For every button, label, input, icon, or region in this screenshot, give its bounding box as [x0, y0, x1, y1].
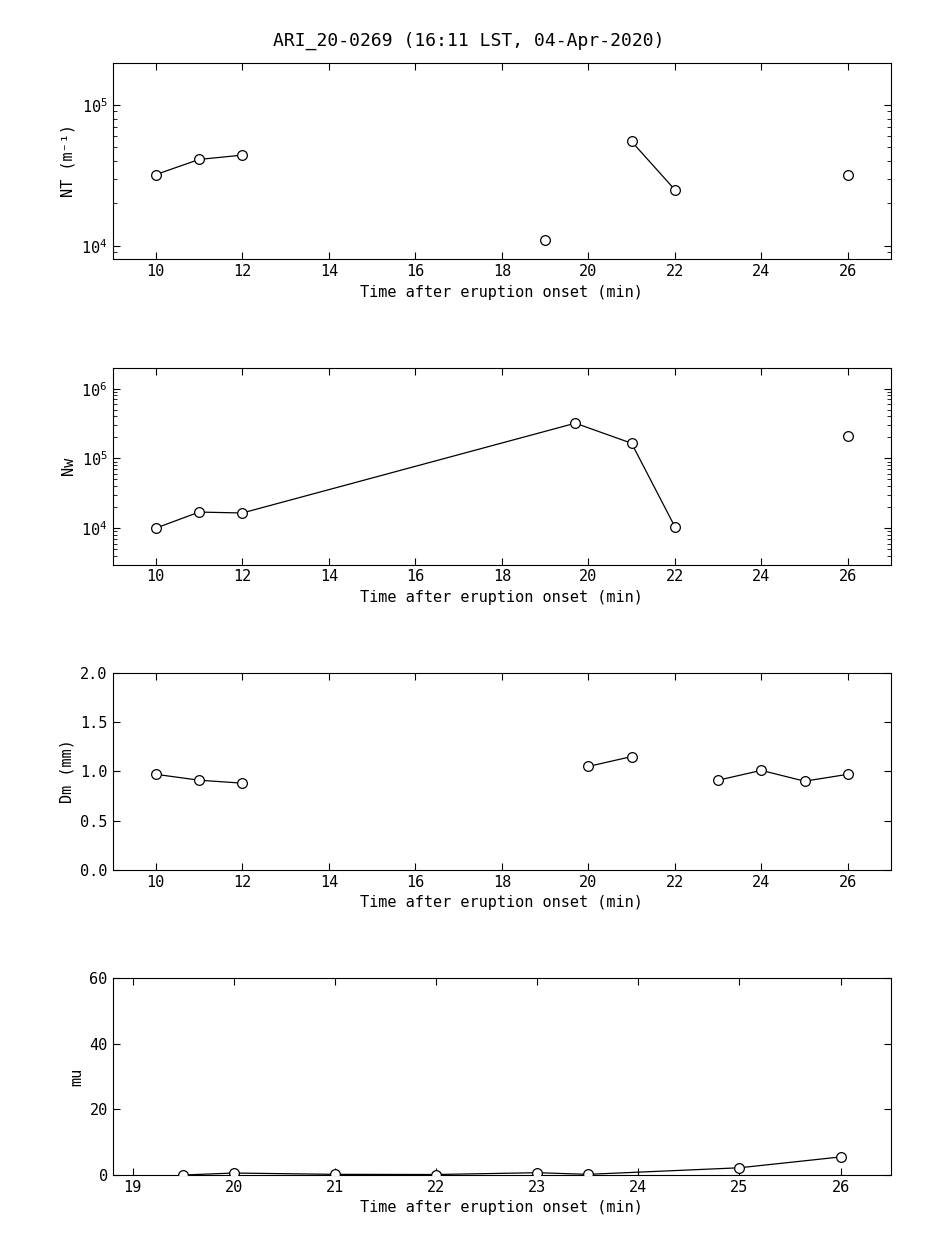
- X-axis label: Time after eruption onset (min): Time after eruption onset (min): [360, 1200, 643, 1215]
- Y-axis label: Nw: Nw: [61, 458, 76, 475]
- Y-axis label: Dm (mm): Dm (mm): [60, 740, 75, 804]
- X-axis label: Time after eruption onset (min): Time after eruption onset (min): [360, 895, 643, 910]
- Y-axis label: mu: mu: [68, 1068, 83, 1086]
- Text: ARI_20-0269 (16:11 LST, 04-Apr-2020): ARI_20-0269 (16:11 LST, 04-Apr-2020): [273, 31, 665, 50]
- X-axis label: Time after eruption onset (min): Time after eruption onset (min): [360, 590, 643, 605]
- X-axis label: Time after eruption onset (min): Time after eruption onset (min): [360, 285, 643, 300]
- Y-axis label: NT (m⁻¹): NT (m⁻¹): [61, 125, 76, 198]
